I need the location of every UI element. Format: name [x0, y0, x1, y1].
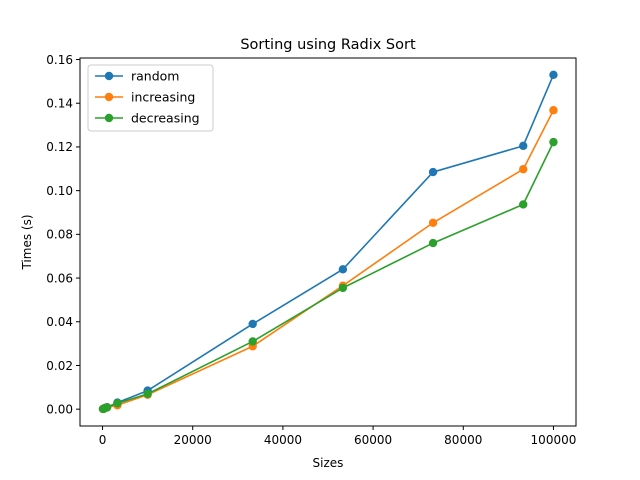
legend-marker-decreasing	[104, 113, 114, 123]
legend-label-decreasing: decreasing	[131, 111, 200, 126]
series-decreasing	[98, 137, 558, 414]
legend-marker-increasing	[104, 92, 114, 102]
y-tick-label: 0.00	[46, 402, 73, 416]
legend: random increasing decreasing	[87, 64, 214, 132]
data-point-random	[519, 141, 528, 151]
legend-marker-random	[104, 71, 114, 81]
data-point-decreasing	[519, 200, 528, 209]
data-point-decreasing	[338, 283, 348, 293]
data-point-random	[428, 167, 438, 177]
data-point-random	[338, 265, 348, 274]
data-point-random	[549, 70, 558, 80]
x-axis-title: Sizes	[313, 456, 344, 470]
y-axis-title: Times (s)	[20, 214, 34, 270]
axes-frame	[79, 57, 577, 427]
data-point-decreasing	[428, 238, 438, 248]
y-tick-label: 0.14	[46, 97, 73, 111]
plot-area: 0 20000 40000 60000 80000 100000 0.00 0.02 0.04 0…	[46, 53, 577, 447]
y-tick-label: 0.10	[46, 184, 73, 198]
x-tick-label: 20000	[174, 433, 212, 447]
data-point-increasing	[428, 218, 438, 227]
legend-label-random: random	[131, 69, 179, 84]
chart-title: Sorting using Radix Sort	[240, 37, 416, 53]
data-point-decreasing	[143, 389, 152, 399]
data-point-random	[248, 319, 257, 329]
x-tick-label: 40000	[264, 433, 302, 447]
x-tick-label: 0	[99, 433, 107, 447]
data-point-decreasing	[248, 337, 257, 346]
data-point-decreasing	[549, 137, 558, 147]
legend-box	[87, 64, 214, 132]
data-point-decreasing	[102, 403, 112, 412]
y-tick-label: 0.12	[46, 140, 73, 154]
y-tick-label: 0.08	[46, 228, 73, 242]
x-tick-label: 100000	[531, 433, 577, 447]
y-tick-label: 0.16	[46, 53, 73, 67]
x-tick-label: 60000	[354, 433, 392, 447]
y-tick-label: 0.04	[46, 315, 73, 329]
data-point-increasing	[519, 165, 528, 174]
y-tick-label: 0.06	[46, 271, 73, 285]
data-point-increasing	[549, 106, 558, 115]
y-tick-label: 0.02	[46, 359, 73, 373]
data-point-decreasing	[113, 399, 122, 408]
x-tick-label: 80000	[444, 433, 482, 447]
legend-label-increasing: increasing	[131, 90, 195, 105]
